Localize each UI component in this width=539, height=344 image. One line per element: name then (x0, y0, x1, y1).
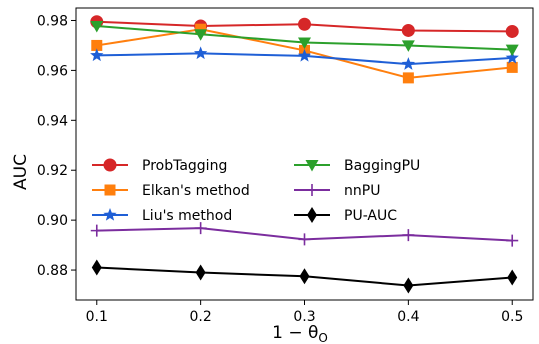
data-point (195, 264, 206, 281)
legend-label: PU-AUC (344, 208, 397, 224)
x-tick-label: 0.4 (397, 309, 419, 325)
legend-marker (103, 158, 117, 172)
x-axis-label-subscript: O (318, 331, 327, 344)
series-nnpu (90, 222, 519, 247)
series-probtagging (90, 15, 519, 38)
data-point (90, 224, 103, 237)
y-tick-label: 0.96 (37, 63, 68, 79)
data-point (90, 48, 104, 62)
y-tick-label: 0.98 (37, 13, 68, 29)
y-tick-label: 0.92 (37, 163, 68, 179)
legend-label: BaggingPU (344, 158, 420, 174)
legend-label: nnPU (344, 183, 380, 199)
data-point (90, 20, 104, 33)
data-point (403, 277, 414, 294)
legend-item-liu-s-method: Liu's method (92, 208, 232, 224)
data-point (194, 29, 208, 41)
legend-marker (305, 160, 319, 172)
data-point (506, 234, 519, 247)
series-pu-auc (91, 259, 518, 294)
x-tick-label: 0.1 (86, 309, 108, 325)
data-point (506, 61, 518, 73)
data-point (91, 39, 103, 51)
x-axis-label: 1 − θO (272, 323, 328, 344)
legend-label: Liu's method (142, 208, 232, 224)
y-tick-label: 0.90 (37, 213, 68, 229)
x-tick-label: 0.2 (190, 309, 212, 325)
data-point (298, 233, 311, 246)
data-point (507, 269, 518, 286)
data-point (299, 268, 310, 285)
data-point (298, 17, 311, 31)
legend: ProbTagging Elkan's method Liu's method Bag… (92, 158, 420, 224)
legend-marker (306, 184, 318, 196)
legend-item-nnpu: nnPU (294, 183, 380, 199)
x-tick-label: 0.3 (293, 309, 315, 325)
data-point (401, 57, 416, 70)
legend-item-probtagging: ProbTagging (92, 158, 227, 174)
data-point (402, 229, 415, 242)
legend-label: Elkan's method (142, 183, 250, 199)
series-liu-s-method (90, 46, 519, 70)
y-tick-label: 0.94 (37, 113, 68, 129)
data-point (194, 222, 207, 235)
data-point (298, 37, 311, 49)
data-point (297, 48, 312, 62)
data-point (505, 24, 519, 38)
legend-item-baggingpu: BaggingPU (294, 158, 420, 174)
data-point (505, 44, 519, 57)
axes: 0.1 0.2 0.3 0.4 0.5 0.88 0.90 0.92 0.94 0.96 0.98 (37, 7, 534, 325)
x-tick-label: 0.5 (501, 309, 523, 325)
legend-marker (103, 208, 117, 221)
data-point (402, 72, 414, 84)
y-tick-label: 0.88 (37, 263, 68, 279)
legend-marker (104, 184, 116, 196)
data-point (401, 23, 415, 37)
x-axis-label-main: 1 − θ (272, 323, 318, 343)
data-point (193, 46, 208, 60)
data-point (401, 40, 415, 52)
data-point (505, 50, 519, 64)
data-point (91, 259, 102, 276)
legend-item-elkan-s-method: Elkan's method (92, 183, 250, 199)
series-baggingpu (90, 20, 519, 57)
legend-marker (307, 207, 317, 223)
legend-item-pu-auc: PU-AUC (294, 207, 397, 224)
legend-label: ProbTagging (142, 158, 227, 174)
plot-area (90, 15, 519, 294)
y-axis-label: AUC (11, 154, 31, 190)
